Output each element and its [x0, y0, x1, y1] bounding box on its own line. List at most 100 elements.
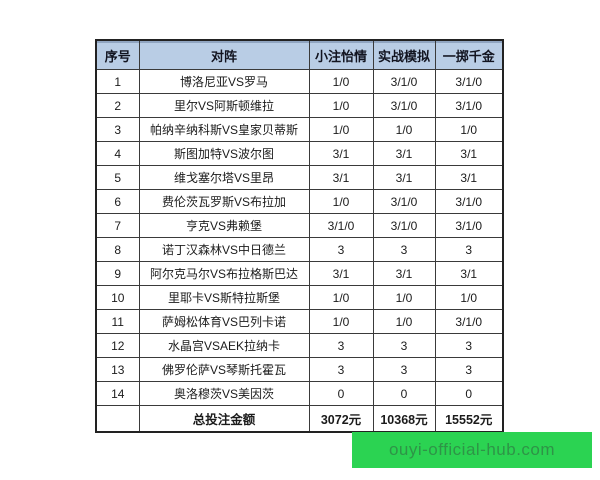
cell-match: 萨姆松体育VS巴列卡诺 [138, 309, 310, 334]
col-header-simulation: 实战模拟 [372, 39, 436, 70]
col-header-index: 序号 [95, 39, 140, 70]
cell-small-bet: 1/0 [308, 69, 374, 94]
total-big-bet: 15552元 [434, 405, 504, 433]
cell-simulation: 1/0 [372, 285, 436, 310]
cell-simulation: 3 [372, 237, 436, 262]
cell-small-bet: 1/0 [308, 309, 374, 334]
total-row: 总投注金额 3072元 10368元 15552元 [95, 405, 504, 433]
cell-big-bet: 3 [434, 357, 504, 382]
cell-simulation: 3/1 [372, 141, 436, 166]
watermark-text: ouyi-official-hub.com [388, 440, 556, 459]
cell-small-bet: 3/1 [308, 261, 374, 286]
cell-simulation: 3 [372, 333, 436, 358]
cell-simulation: 3/1/0 [372, 189, 436, 214]
cell-simulation: 1/0 [372, 309, 436, 334]
cell-simulation: 3 [372, 357, 436, 382]
cell-match: 诺丁汉森林VS中日德兰 [138, 237, 310, 262]
col-header-big-bet: 一掷千金 [434, 39, 504, 70]
betting-table: 序号 对阵 小注怡情 实战模拟 一掷千金 1 博洛尼亚VS罗马 1/0 3/1/0 3/… [95, 39, 504, 433]
cell-index: 6 [95, 189, 140, 214]
cell-big-bet: 3/1/0 [434, 93, 504, 118]
cell-index: 7 [95, 213, 140, 238]
col-header-match: 对阵 [138, 39, 310, 70]
cell-index: 11 [95, 309, 140, 334]
cell-match: 水晶宫VSAEK拉纳卡 [138, 333, 310, 358]
cell-big-bet: 3 [434, 237, 504, 262]
cell-index: 2 [95, 93, 140, 118]
total-label: 总投注金额 [138, 405, 310, 433]
cell-small-bet: 1/0 [308, 189, 374, 214]
cell-simulation: 3/1/0 [372, 93, 436, 118]
cell-big-bet: 3/1/0 [434, 189, 504, 214]
cell-big-bet: 3 [434, 333, 504, 358]
cell-match: 维戈塞尔塔VS里昂 [138, 165, 310, 190]
cell-match: 费伦茨瓦罗斯VS布拉加 [138, 189, 310, 214]
cell-match: 亨克VS弗赖堡 [138, 213, 310, 238]
table-row: 6 费伦茨瓦罗斯VS布拉加 1/0 3/1/0 3/1/0 [95, 189, 504, 214]
cell-match: 阿尔克马尔VS布拉格斯巴达 [138, 261, 310, 286]
table-body: 1 博洛尼亚VS罗马 1/0 3/1/0 3/1/0 2 里尔VS阿斯顿维拉 1/0 3/1/0… [95, 69, 504, 406]
cell-small-bet: 3 [308, 357, 374, 382]
cell-small-bet: 3 [308, 333, 374, 358]
table-row: 3 帕纳辛纳科斯VS皇家贝蒂斯 1/0 1/0 1/0 [95, 117, 504, 142]
cell-match: 奥洛穆茨VS美因茨 [138, 381, 310, 406]
cell-small-bet: 3/1 [308, 141, 374, 166]
total-simulation: 10368元 [372, 405, 436, 433]
cell-big-bet: 1/0 [434, 285, 504, 310]
cell-match: 里耶卡VS斯特拉斯堡 [138, 285, 310, 310]
total-small-bet: 3072元 [308, 405, 374, 433]
cell-match: 博洛尼亚VS罗马 [138, 69, 310, 94]
cell-big-bet: 3/1 [434, 165, 504, 190]
cell-small-bet: 1/0 [308, 93, 374, 118]
cell-match: 里尔VS阿斯顿维拉 [138, 93, 310, 118]
cell-index: 3 [95, 117, 140, 142]
cell-small-bet: 1/0 [308, 117, 374, 142]
cell-index: 4 [95, 141, 140, 166]
cell-index: 1 [95, 69, 140, 94]
cell-index: 5 [95, 165, 140, 190]
cell-simulation: 3/1/0 [372, 69, 436, 94]
cell-small-bet: 0 [308, 381, 374, 406]
table-row: 10 里耶卡VS斯特拉斯堡 1/0 1/0 1/0 [95, 285, 504, 310]
cell-simulation: 3/1 [372, 165, 436, 190]
cell-match: 斯图加特VS波尔图 [138, 141, 310, 166]
cell-big-bet: 1/0 [434, 117, 504, 142]
cell-index: 10 [95, 285, 140, 310]
table-row: 13 佛罗伦萨VS琴斯托霍瓦 3 3 3 [95, 357, 504, 382]
table-row: 4 斯图加特VS波尔图 3/1 3/1 3/1 [95, 141, 504, 166]
cell-index: 14 [95, 381, 140, 406]
cell-match: 佛罗伦萨VS琴斯托霍瓦 [138, 357, 310, 382]
cell-big-bet: 3/1/0 [434, 69, 504, 94]
total-empty-cell [95, 405, 140, 433]
cell-small-bet: 1/0 [308, 285, 374, 310]
cell-small-bet: 3 [308, 237, 374, 262]
cell-simulation: 0 [372, 381, 436, 406]
header-row: 序号 对阵 小注怡情 实战模拟 一掷千金 [95, 39, 504, 70]
cell-big-bet: 3/1/0 [434, 309, 504, 334]
cell-simulation: 3/1 [372, 261, 436, 286]
cell-index: 13 [95, 357, 140, 382]
table-row: 8 诺丁汉森林VS中日德兰 3 3 3 [95, 237, 504, 262]
table-row: 14 奥洛穆茨VS美因茨 0 0 0 [95, 381, 504, 406]
table-row: 5 维戈塞尔塔VS里昂 3/1 3/1 3/1 [95, 165, 504, 190]
table-row: 1 博洛尼亚VS罗马 1/0 3/1/0 3/1/0 [95, 69, 504, 94]
cell-match: 帕纳辛纳科斯VS皇家贝蒂斯 [138, 117, 310, 142]
table-row: 7 亨克VS弗赖堡 3/1/0 3/1/0 3/1/0 [95, 213, 504, 238]
cell-simulation: 1/0 [372, 117, 436, 142]
cell-big-bet: 3/1 [434, 261, 504, 286]
cell-small-bet: 3/1 [308, 165, 374, 190]
cell-big-bet: 0 [434, 381, 504, 406]
cell-index: 9 [95, 261, 140, 286]
cell-small-bet: 3/1/0 [308, 213, 374, 238]
table-row: 11 萨姆松体育VS巴列卡诺 1/0 1/0 3/1/0 [95, 309, 504, 334]
col-header-small-bet: 小注怡情 [308, 39, 374, 70]
table-row: 9 阿尔克马尔VS布拉格斯巴达 3/1 3/1 3/1 [95, 261, 504, 286]
table-row: 2 里尔VS阿斯顿维拉 1/0 3/1/0 3/1/0 [95, 93, 504, 118]
cell-index: 12 [95, 333, 140, 358]
cell-simulation: 3/1/0 [372, 213, 436, 238]
cell-index: 8 [95, 237, 140, 262]
watermark-banner: ouyi-official-hub.com [352, 432, 592, 468]
table-row: 12 水晶宫VSAEK拉纳卡 3 3 3 [95, 333, 504, 358]
cell-big-bet: 3/1 [434, 141, 504, 166]
